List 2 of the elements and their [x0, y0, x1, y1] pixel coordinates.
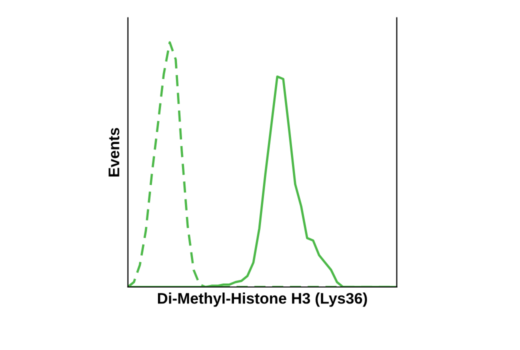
y-axis-title: Events [108, 128, 120, 176]
x-axis-title: Di-Methyl-Histone H3 (Lys36) [158, 292, 367, 307]
